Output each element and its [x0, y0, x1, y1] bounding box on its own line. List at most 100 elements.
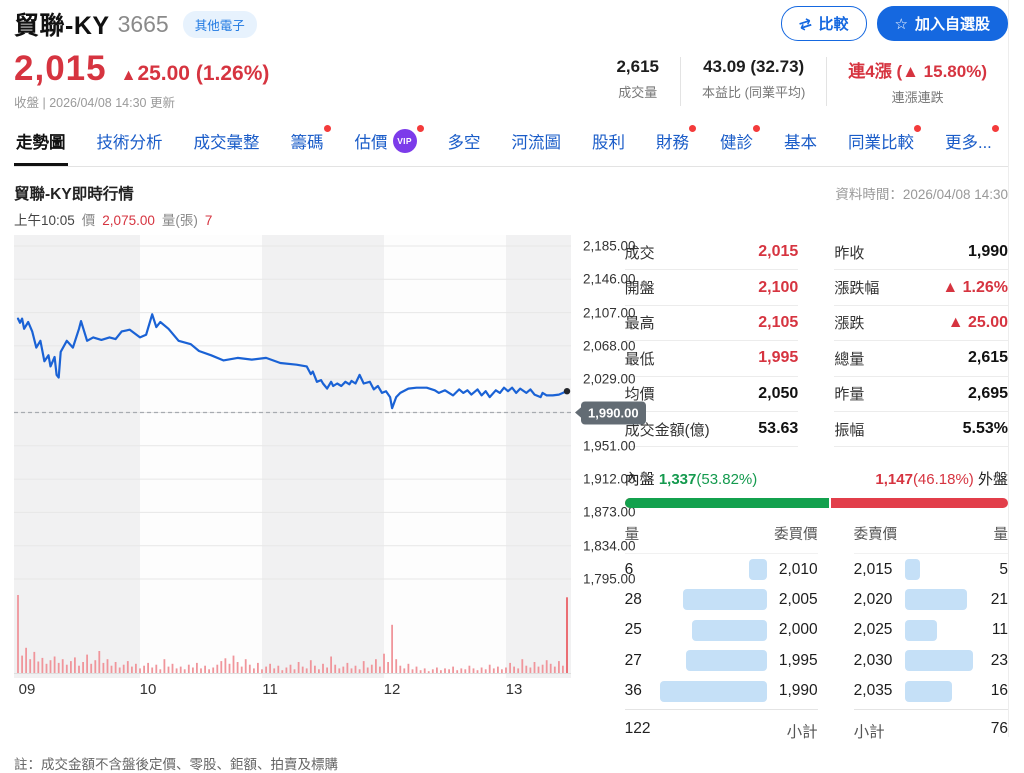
- quote-value: 2,615: [967, 349, 1009, 367]
- tab-財務[interactable]: 財務: [654, 121, 696, 166]
- ask-bar: [904, 680, 953, 702]
- outer-pct: (46.18%): [912, 471, 974, 489]
- ask-bar: [904, 619, 938, 641]
- quote-row: 開盤 2,100: [624, 270, 799, 306]
- quote-label: 總量: [834, 350, 865, 368]
- x-tick-label: 11: [262, 681, 278, 698]
- tab-label: 技術分析: [96, 134, 163, 152]
- tab-成交彙整[interactable]: 成交彙整: [192, 121, 262, 166]
- tab-label: 股利: [592, 134, 625, 152]
- ask-price: 2,015: [853, 560, 893, 578]
- quote-label: 漲跌: [834, 315, 865, 333]
- quote-row: 漲跌 ▲ 25.00: [834, 306, 1009, 342]
- header-right: ⇄ 比較 ☆ 加入自選股 2,615 成交量 43.09 (32.73) 本益比 (同…: [595, 6, 1008, 106]
- bid-qty: 6: [624, 560, 634, 578]
- compare-button[interactable]: ⇄ 比較: [780, 6, 867, 41]
- stock-identity: 貿聯-KY 3665 其他電子 2,015 ▲25.00 (1.26%) 收盤 …: [14, 6, 269, 111]
- quote-row: 總量 2,615: [834, 341, 1009, 377]
- ask-subtotal-value: 76: [990, 720, 1008, 738]
- bid-bar: [692, 619, 767, 641]
- y-tick-label: 2,185.00: [583, 238, 636, 254]
- tab-技術分析[interactable]: 技術分析: [95, 121, 165, 166]
- quote-row: 振幅 5.53%: [834, 412, 1009, 448]
- tick-time: 上午10:05: [14, 213, 75, 228]
- ask-qty: 23: [990, 651, 1008, 669]
- chart-title: 貿聯-KY即時行情: [14, 186, 134, 203]
- bid-row: 36 1,990: [625, 676, 818, 706]
- x-axis: 09 10 11 12 13: [14, 678, 571, 702]
- ask-bar: [904, 559, 920, 581]
- y-tick-label: 1,951.00: [583, 438, 636, 454]
- bid-qty: 28: [624, 590, 642, 608]
- tab-籌碼[interactable]: 籌碼: [289, 121, 331, 166]
- y-tick-label: 1,834.00: [583, 538, 636, 554]
- tab-估價[interactable]: 估價 VIP: [353, 121, 424, 166]
- stock-quote-page: 貿聯-KY 3665 其他電子 2,015 ▲25.00 (1.26%) 收盤 …: [0, 0, 1024, 737]
- quote-label: 開盤: [624, 280, 655, 298]
- tab-label: 河流圖: [511, 134, 562, 152]
- bid-bar-zone: [655, 559, 772, 581]
- quote-value: 2,695: [967, 384, 1009, 402]
- quote-label: 昨收: [834, 244, 865, 262]
- quote-value: 1,995: [758, 349, 799, 367]
- add-watchlist-button[interactable]: ☆ 加入自選股: [876, 6, 1008, 41]
- tab-label: 籌碼: [290, 134, 324, 152]
- x-tick-label: 13: [505, 681, 523, 698]
- bid-price: 1,995: [778, 651, 818, 669]
- tab-更多...[interactable]: 更多...: [943, 121, 999, 166]
- tab-多空[interactable]: 多空: [446, 121, 483, 166]
- add-watchlist-label: 加入自選股: [914, 16, 990, 33]
- tick-price: 2,075.00: [102, 213, 155, 228]
- page-header: 貿聯-KY 3665 其他電子 2,015 ▲25.00 (1.26%) 收盤 …: [14, 6, 1008, 111]
- stat-value: 2,615: [616, 57, 659, 76]
- header-stats: 2,615 成交量 43.09 (32.73) 本益比 (同業平均) 連4漲 (▲ 15…: [595, 57, 1008, 106]
- bid-bar: [748, 559, 767, 581]
- up-arrow-icon: ▲: [120, 67, 137, 84]
- quote-row: 成交 2,015: [624, 235, 799, 271]
- ask-qty: 16: [990, 682, 1008, 700]
- inner-outer-section: 內盤 1,337(53.82%) 1,147(46.18%) 外盤: [624, 468, 1008, 509]
- col-header: 量: [993, 527, 1009, 544]
- order-book-header: 量 委買價: [624, 523, 818, 555]
- tab-label: 成交彙整: [193, 134, 260, 152]
- tab-走勢圖[interactable]: 走勢圖: [14, 121, 68, 166]
- bid-row: 25 2,000: [625, 615, 818, 645]
- quote-row: 均價 2,050: [624, 377, 799, 412]
- quote-value: 2,100: [758, 278, 799, 296]
- inner-pct: (53.82%): [696, 471, 758, 489]
- notification-dot-icon: [753, 125, 760, 132]
- y-tick-label: 2,146.00: [583, 271, 636, 287]
- tab-河流圖[interactable]: 河流圖: [510, 121, 564, 166]
- ask-bar: [904, 650, 973, 672]
- tab-健診[interactable]: 健診: [718, 121, 760, 166]
- quote-row: 昨收 1,990: [834, 235, 1009, 271]
- tab-股利[interactable]: 股利: [590, 121, 627, 166]
- ask-qty: 5: [999, 560, 1008, 578]
- stock-code: 3665: [117, 10, 169, 37]
- col-header: 委買價: [774, 527, 818, 544]
- intraday-chart[interactable]: [14, 235, 571, 678]
- content-edge-divider: [1008, 0, 1009, 737]
- bid-qty: 36: [624, 682, 642, 700]
- quote-value: 2,105: [758, 313, 799, 331]
- col-header: 量: [624, 527, 640, 544]
- inner-stat: 內盤 1,337(53.82%): [625, 468, 758, 489]
- category-badge[interactable]: 其他電子: [182, 10, 257, 38]
- tab-基本[interactable]: 基本: [782, 121, 819, 166]
- quote-row: 最高 2,105: [624, 306, 799, 342]
- quote-value: ▲ 1.26%: [942, 278, 1009, 296]
- subtotal-label: 小計: [786, 724, 818, 742]
- bid-subtotal: 122 小計: [624, 709, 818, 742]
- order-book: 量 委買價 6 2,010 28 2,005 25 2,000 27 1,995 36 1,990 12…: [624, 523, 1009, 742]
- tab-同業比較[interactable]: 同業比較: [846, 121, 921, 166]
- footnote: 註：成交金額不含盤後定價、零股、鉅額、拍賣及標購: [14, 757, 338, 773]
- quote-label: 成交金額(億): [624, 421, 710, 439]
- ask-row: 2,035 16: [854, 676, 1008, 706]
- bid-bar-zone: [655, 680, 772, 702]
- outer-value: 1,147: [875, 471, 913, 489]
- quote-label: 振幅: [834, 421, 865, 439]
- quote-row: 最低 1,995: [624, 341, 799, 377]
- bid-bar: [683, 589, 767, 611]
- notification-dot-icon: [689, 125, 696, 132]
- bid-price: 2,000: [778, 621, 818, 639]
